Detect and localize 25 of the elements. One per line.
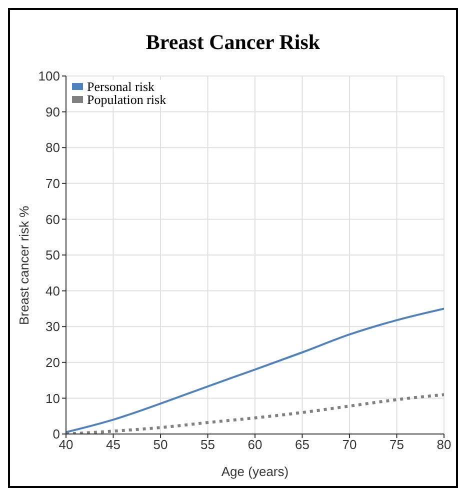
y-tick-label: 90 bbox=[46, 104, 60, 120]
y-tick-label: 80 bbox=[46, 140, 60, 156]
y-tick-label: 60 bbox=[46, 212, 60, 227]
y-tick-label: 40 bbox=[46, 283, 60, 298]
x-tick-label: 50 bbox=[153, 437, 168, 452]
y-tick-label: 100 bbox=[38, 68, 60, 84]
y-tick-label: 70 bbox=[46, 176, 60, 192]
x-axis-title: Age (years) bbox=[221, 464, 289, 479]
x-tick-label: 75 bbox=[390, 437, 404, 452]
x-tick-label: 40 bbox=[58, 437, 74, 452]
y-tick-label: 20 bbox=[46, 355, 60, 370]
legend-label: Personal risk bbox=[87, 79, 155, 94]
chart-title: Breast Cancer Risk bbox=[144, 30, 322, 56]
y-tick-label: 50 bbox=[46, 248, 60, 263]
y-tick-label: 10 bbox=[46, 390, 60, 406]
x-tick-label: 45 bbox=[106, 437, 120, 452]
y-tick-label: 30 bbox=[46, 319, 60, 334]
y-tick-label: 0 bbox=[52, 426, 60, 442]
x-tick-label: 65 bbox=[295, 437, 310, 452]
x-tick-label: 80 bbox=[436, 437, 452, 452]
legend-label: Population risk bbox=[87, 92, 166, 107]
x-tick-label: 70 bbox=[342, 437, 357, 452]
y-axis-title: Breast cancer risk % bbox=[16, 205, 32, 325]
x-tick-label: 60 bbox=[248, 437, 262, 452]
x-tick-label: 55 bbox=[200, 437, 215, 452]
